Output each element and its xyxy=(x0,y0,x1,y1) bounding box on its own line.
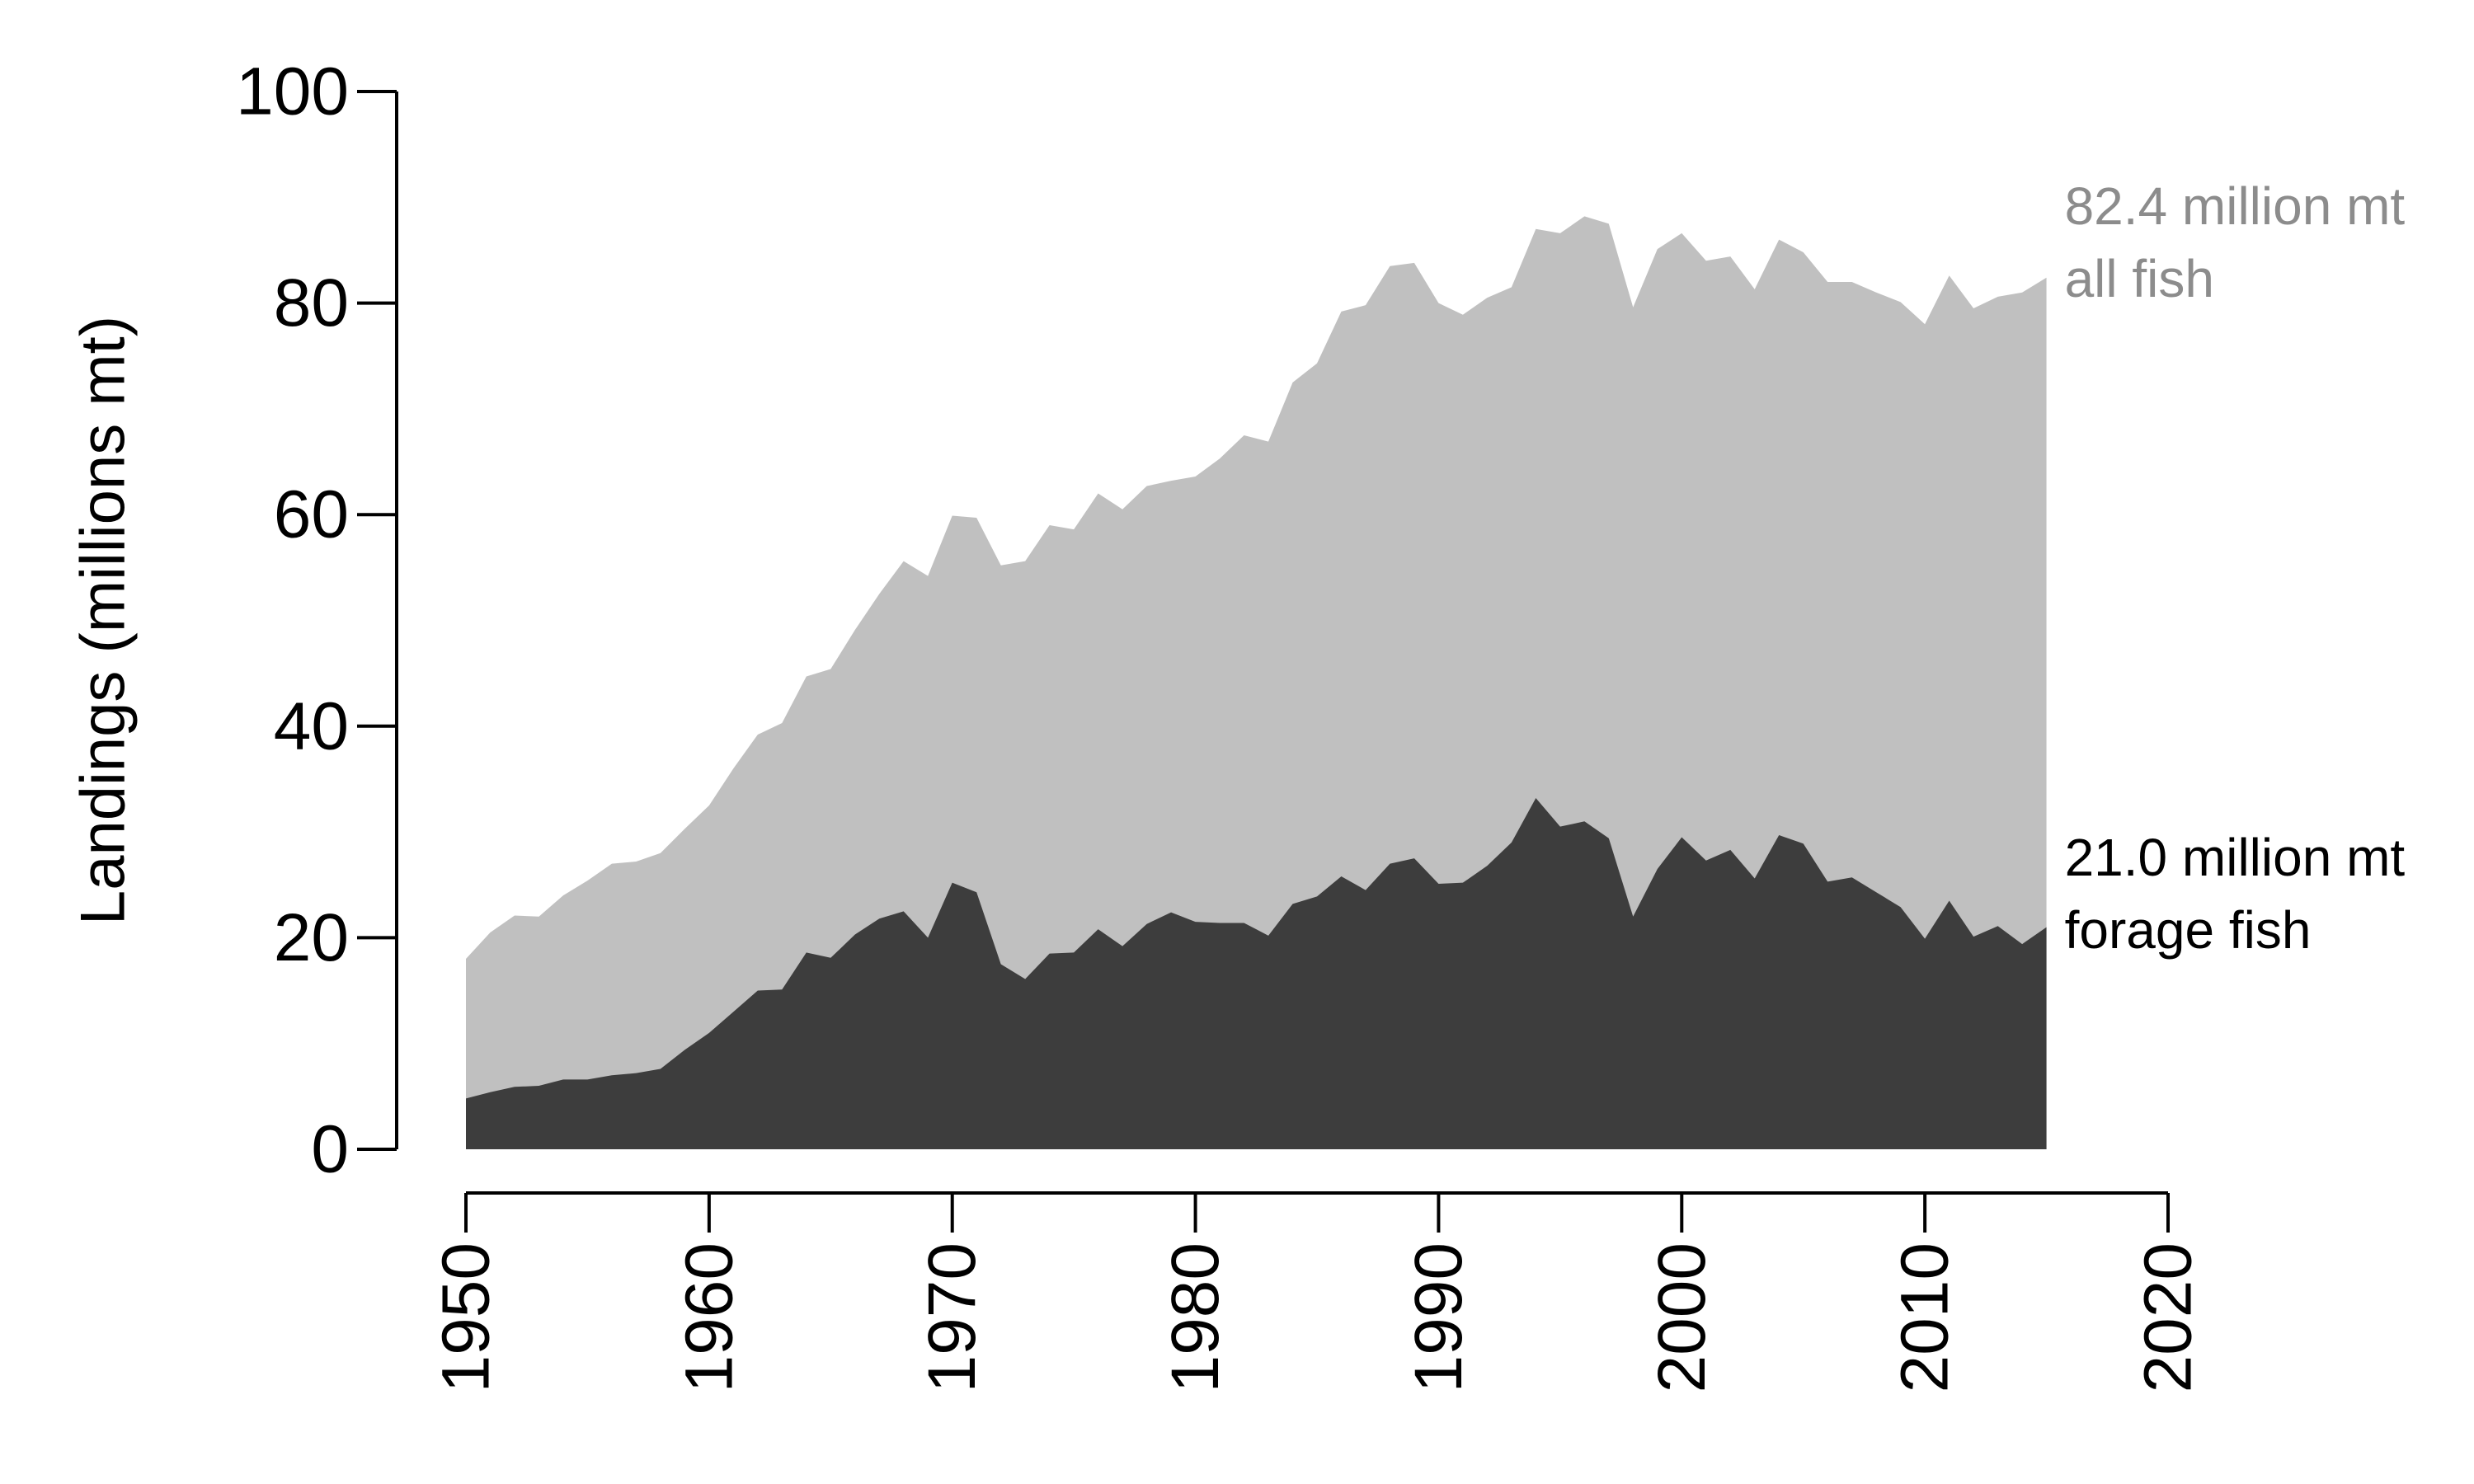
y-tick-label: 80 xyxy=(274,265,349,340)
x-tick-label: 2010 xyxy=(1888,1242,1963,1392)
y-tick-label: 20 xyxy=(274,900,349,975)
y-tick-label: 0 xyxy=(311,1112,349,1187)
area-layer xyxy=(466,216,2047,1149)
area-series-2 xyxy=(466,798,2047,1149)
y-axis-title: Landings (millions mt) xyxy=(68,316,139,925)
x-tick-label: 1990 xyxy=(1401,1242,1476,1392)
annotation-forage-fish: 21.0 million mt xyxy=(2065,828,2406,887)
y-tick-label: 40 xyxy=(274,688,349,763)
x-tick-label: 2020 xyxy=(2131,1242,2206,1392)
annotation-all-fish: 82.4 million mt xyxy=(2065,176,2406,236)
label-layer: 82.4 million mt all fish 21.0 million mt fo… xyxy=(2065,176,2406,960)
x-tick-label: 2000 xyxy=(1644,1242,1719,1392)
x-tick-label: 1970 xyxy=(915,1242,990,1392)
annotation-forage-fish: forage fish xyxy=(2065,900,2312,960)
x-tick-label: 1980 xyxy=(1158,1242,1233,1392)
x-tick-label: 1950 xyxy=(429,1242,504,1392)
y-tick-label: 100 xyxy=(236,54,349,129)
x-tick-label: 1960 xyxy=(671,1242,746,1392)
axes-layer: 0 20 40 60 80 100 1950 1960 1970 1980 1990 2000 2010… xyxy=(68,54,2206,1393)
annotation-all-fish: all fish xyxy=(2065,249,2214,308)
y-tick-label: 60 xyxy=(274,477,349,552)
